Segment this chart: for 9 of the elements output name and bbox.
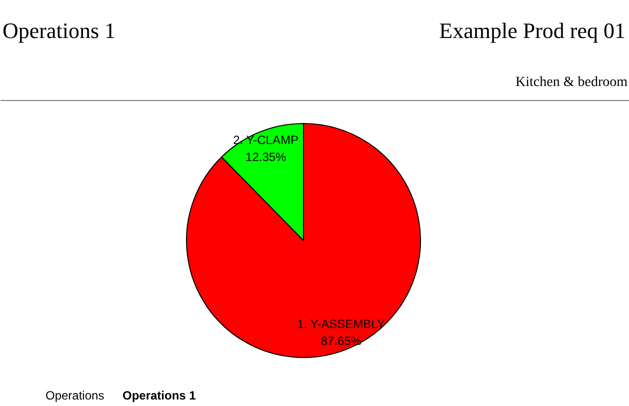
data-label: 87.65% (320, 334, 362, 348)
slice-label: 2. Y-CLAMP (233, 133, 298, 148)
text: Example Prod req 01 (439, 18, 626, 43)
text: Kitchen & bedroom (516, 75, 628, 90)
data-label: 12.35% (246, 150, 287, 164)
chart-title: Operations 1 (2, 18, 116, 43)
text: Operations 1 (122, 388, 196, 402)
text: Operations (46, 388, 104, 402)
slice-label: 1. Y-ASSEMBLY (297, 317, 385, 332)
